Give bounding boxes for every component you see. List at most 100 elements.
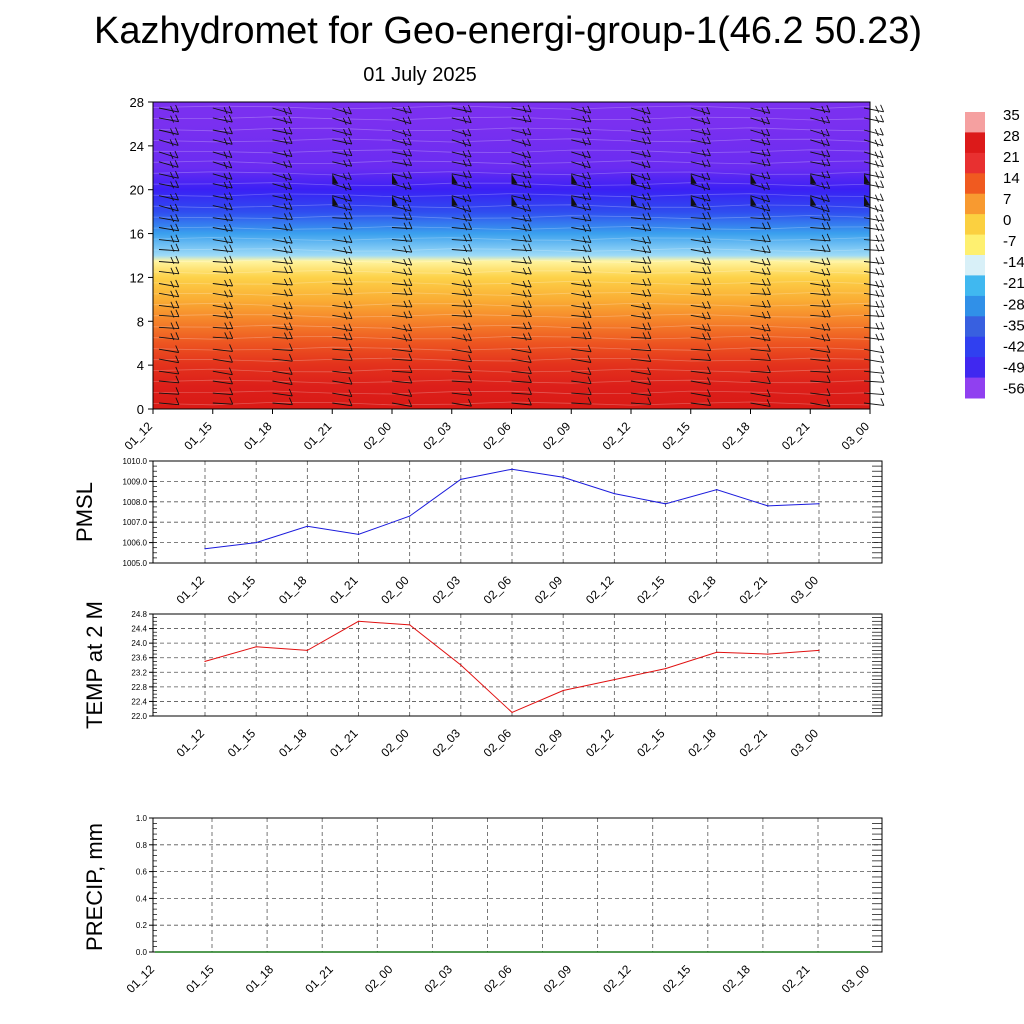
xtick-label: 01_12 bbox=[174, 573, 208, 607]
wind-barb-feather bbox=[587, 344, 592, 352]
wind-barb-feather bbox=[403, 149, 408, 157]
wind-barb bbox=[571, 314, 592, 318]
wind-barb-feather bbox=[826, 233, 831, 241]
wind-barb-feather bbox=[407, 182, 412, 190]
wind-barb-feather bbox=[175, 321, 180, 329]
wind-barb bbox=[750, 107, 770, 114]
wind-barb bbox=[750, 370, 771, 374]
wind-barb-feather bbox=[468, 288, 473, 296]
heatmap-isoline bbox=[152, 280, 871, 285]
wind-barb bbox=[630, 380, 651, 385]
wind-barb-feather bbox=[170, 310, 175, 318]
wind-barb bbox=[391, 249, 412, 253]
wind-barb-feather bbox=[288, 192, 293, 201]
wind-barb-feather bbox=[826, 333, 831, 341]
wind-barb bbox=[630, 402, 651, 405]
wind-barb-feather bbox=[283, 237, 288, 245]
wind-barb bbox=[332, 183, 352, 191]
wind-barb-feather bbox=[463, 300, 468, 308]
wind-barb-feather bbox=[761, 334, 766, 342]
wind-barb-feather bbox=[468, 365, 473, 373]
wind-barb-feather bbox=[283, 150, 288, 158]
wind-barb bbox=[630, 129, 651, 135]
wind-barb-feather bbox=[228, 192, 233, 200]
wind-barb-feather bbox=[820, 205, 825, 213]
xtick-label: 02_15 bbox=[634, 726, 668, 760]
wind-barb-feather bbox=[468, 388, 473, 396]
wind-barb-feather bbox=[880, 223, 885, 231]
wind-barb bbox=[272, 161, 292, 168]
colorbar-label: -7 bbox=[1003, 233, 1016, 250]
wind-barb-feather bbox=[169, 151, 174, 159]
wind-barb-feather bbox=[283, 302, 288, 310]
wind-barb-feather bbox=[766, 376, 771, 384]
wind-barb-feather bbox=[582, 203, 587, 212]
wind-barb-feather bbox=[170, 280, 175, 288]
wind-barb bbox=[750, 304, 771, 308]
wind-barb bbox=[863, 348, 884, 354]
wind-barb-feather bbox=[702, 212, 707, 220]
wind-barb-feather bbox=[408, 399, 413, 407]
wind-barb bbox=[690, 304, 711, 309]
y-axis-title: PRECIP, mm bbox=[82, 823, 107, 951]
wind-barb bbox=[690, 261, 711, 265]
wind-barb-feather bbox=[229, 289, 233, 297]
wind-barb-feather bbox=[224, 322, 229, 330]
heatmap-isoline bbox=[152, 193, 871, 198]
wind-barb-feather bbox=[467, 194, 472, 202]
wind-barb-feather bbox=[587, 321, 592, 329]
wind-barb-feather bbox=[879, 204, 884, 212]
wind-barb-feather bbox=[701, 117, 706, 125]
wind-barb-feather bbox=[528, 309, 532, 317]
wind-barb bbox=[272, 292, 293, 297]
wind-barb-feather bbox=[766, 399, 771, 407]
panel-frame bbox=[152, 817, 883, 953]
wind-barb-feather bbox=[641, 182, 646, 190]
data-point bbox=[562, 689, 564, 692]
wind-barb bbox=[332, 292, 353, 296]
wind-barb-feather bbox=[582, 193, 587, 201]
wind-barb bbox=[750, 161, 771, 167]
wind-barb-feather bbox=[702, 288, 707, 296]
wind-barb-feather bbox=[348, 159, 353, 167]
wind-barb-feather bbox=[706, 159, 711, 167]
wind-barb-feather bbox=[462, 139, 467, 147]
wind-barb bbox=[810, 173, 830, 179]
wind-barb bbox=[158, 326, 180, 330]
wind-barb-feather bbox=[582, 256, 587, 264]
wind-barb-feather bbox=[702, 302, 706, 310]
wind-barb-feather bbox=[402, 205, 407, 213]
wind-barb bbox=[511, 161, 531, 168]
wind-barb bbox=[451, 392, 472, 396]
wind-barb bbox=[158, 161, 179, 168]
wind-barb-feather bbox=[527, 345, 532, 353]
wind-barb-feather bbox=[229, 344, 234, 352]
wind-barb bbox=[212, 348, 233, 352]
data-point bbox=[613, 679, 615, 681]
wind-barb bbox=[212, 129, 233, 135]
wind-barb-feather bbox=[462, 268, 467, 276]
wind-barb-feather bbox=[647, 388, 652, 396]
wind-barb-feather bbox=[343, 258, 348, 266]
wind-barb bbox=[630, 358, 651, 362]
wind-barb-feather bbox=[403, 235, 408, 243]
wind-barb-feather bbox=[875, 105, 880, 113]
wind-barb-feather bbox=[701, 107, 706, 116]
data-point bbox=[255, 542, 257, 544]
wind-pennant bbox=[864, 173, 870, 184]
wind-barb-feather bbox=[288, 256, 293, 264]
wind-barb-feather bbox=[229, 387, 234, 395]
wind-barb bbox=[272, 249, 293, 254]
wind-barb-feather bbox=[527, 127, 532, 136]
wind-barb-feather bbox=[408, 245, 413, 253]
wind-barb-feather bbox=[403, 172, 407, 180]
wind-barb bbox=[630, 161, 651, 169]
wind-barb-feather bbox=[348, 398, 353, 406]
wind-barb bbox=[690, 173, 711, 181]
wind-barb bbox=[332, 161, 352, 167]
wind-barb-feather bbox=[170, 235, 175, 243]
wind-barb bbox=[332, 270, 353, 275]
colorbar-label: 0 bbox=[1003, 212, 1011, 229]
wind-barb bbox=[212, 173, 233, 180]
wind-barb-feather bbox=[408, 299, 413, 308]
